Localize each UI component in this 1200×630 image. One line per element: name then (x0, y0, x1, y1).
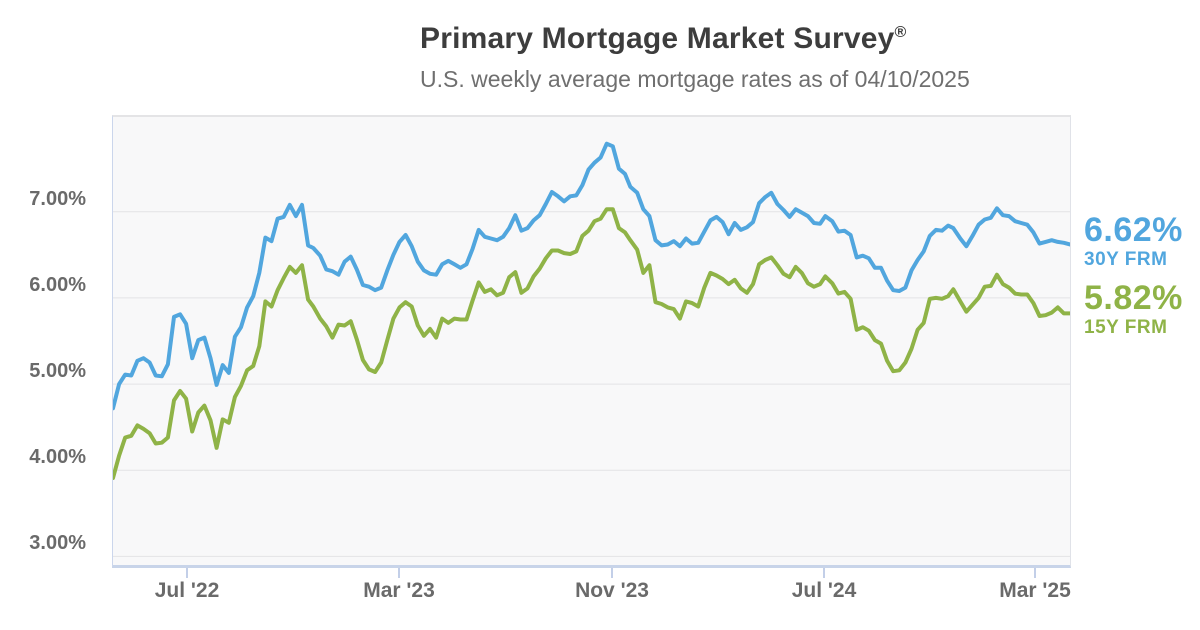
y-tick-label: 7.00% (29, 188, 86, 210)
registered-trademark-symbol: ® (894, 24, 907, 41)
rate-30y-name: 30Y FRM (1084, 249, 1168, 270)
plot-area (112, 115, 1071, 568)
x-tick-label: Jul '24 (791, 579, 857, 602)
page-title-text: Primary Mortgage Market Survey (420, 22, 895, 55)
x-tick-mark (823, 568, 825, 578)
line-chart (113, 141, 1070, 557)
x-tick-mark (611, 568, 613, 578)
rate-15y-name: 15Y FRM (1084, 317, 1168, 338)
y-tick-label: 6.00% (29, 274, 86, 296)
page-subtitle: U.S. weekly average mortgage rates as of… (420, 66, 970, 92)
x-tick-mark (186, 568, 188, 578)
x-tick-label: Jul '22 (154, 579, 220, 602)
y-tick-label: 4.00% (29, 446, 86, 468)
x-tick-mark (1034, 568, 1036, 578)
chart-header: Primary Mortgage Market Survey® U.S. wee… (420, 22, 970, 93)
y-tick-label: 3.00% (29, 532, 86, 554)
x-tick-label: Mar '23 (363, 579, 435, 602)
series-end-label-30y: 6.62% 30Y FRM (1084, 212, 1183, 271)
rate-15y-value: 5.82% (1084, 279, 1183, 317)
x-tick-label: Nov '23 (575, 579, 649, 602)
page-title: Primary Mortgage Market Survey® (420, 22, 970, 56)
series-end-label-15y: 5.82% 15Y FRM (1084, 280, 1183, 339)
rate-30y-value: 6.62% (1084, 211, 1183, 249)
series-line-30y-frm (113, 141, 1070, 411)
y-tick-label: 5.00% (29, 360, 86, 382)
x-tick-label: Mar '25 (999, 579, 1071, 602)
series-line-15y-frm (113, 207, 1070, 480)
x-tick-mark (398, 568, 400, 578)
